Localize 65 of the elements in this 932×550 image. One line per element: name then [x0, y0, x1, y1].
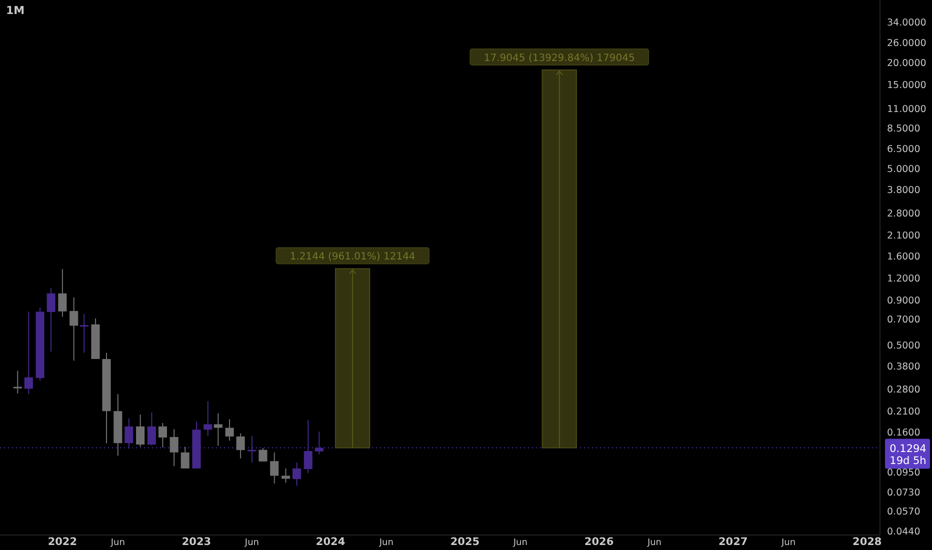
candlestick	[314, 431, 324, 455]
x-tick-label: 2022	[48, 536, 78, 548]
candlestick	[46, 288, 56, 352]
x-tick-label: Jun	[646, 538, 662, 548]
x-tick-label: Jun	[512, 538, 528, 548]
x-tick-label: 2026	[584, 536, 614, 548]
y-tick-label: 11.0000	[887, 104, 926, 115]
x-tick-label: Jun	[244, 538, 259, 548]
candlestick	[147, 412, 156, 446]
candlestick	[180, 446, 190, 469]
x-tick-label: 2023	[182, 536, 212, 548]
y-tick-label: 15.0000	[887, 80, 926, 92]
y-tick-label: 34.0000	[887, 17, 926, 28]
y-tick-label: 2.8000	[887, 208, 920, 220]
candlestick	[236, 432, 245, 459]
x-tick-label: 2025	[450, 536, 480, 548]
y-tick-label: 0.0730	[887, 488, 920, 499]
data-label: 1.2144 (961.01%) 12144	[290, 252, 416, 263]
x-tick-label: 2024	[316, 536, 346, 548]
candlestick	[258, 448, 268, 462]
y-tick-label: 8.5000	[887, 124, 920, 135]
chart-title: 1M	[6, 4, 25, 17]
candlestick	[13, 370, 22, 394]
candlestick	[204, 400, 212, 436]
candlestick	[70, 296, 78, 362]
x-tick-label: 2027	[718, 536, 748, 548]
ref-line-label: 0.1294	[890, 442, 927, 455]
y-tick-label: 20.0000	[887, 58, 926, 70]
y-tick-label: 0.3800	[887, 361, 920, 372]
candlestick	[214, 412, 222, 446]
candlestick	[292, 462, 302, 486]
candlestick	[58, 268, 67, 318]
y-tick-label: 0.0950	[887, 467, 920, 478]
data-label: 17.9045 (13929.84%) 179045	[484, 52, 635, 64]
y-tick-label: 0.0440	[887, 526, 920, 538]
y-tick-label: 0.5000	[887, 340, 920, 352]
candlestick	[158, 422, 167, 448]
candlestick	[304, 420, 312, 474]
candlestick	[124, 418, 134, 450]
y-tick-label: 5.0000	[887, 164, 920, 176]
x-tick-label: Jun	[780, 538, 796, 548]
candlestick	[80, 314, 88, 354]
candlestick	[281, 468, 290, 484]
x-tick-label: Jun	[378, 538, 394, 548]
y-tick-label: 0.0570	[887, 506, 920, 518]
x-tick-label: 2028	[852, 536, 882, 548]
y-tick-label: 0.9000	[887, 295, 920, 306]
y-tick-label: 0.2800	[887, 384, 920, 396]
y-tick-label: 0.1600	[887, 428, 920, 439]
y-tick-label: 0.7000	[887, 314, 920, 326]
y-tick-label: 26.0000	[887, 38, 926, 49]
text: 19d 5h	[890, 454, 926, 467]
y-tick-label: 3.8000	[887, 185, 920, 196]
candlestick	[170, 428, 178, 467]
candlestick	[225, 418, 234, 442]
y-tick-label: 0.2100	[887, 406, 920, 418]
y-tick-label: 1.6000	[887, 251, 920, 262]
y-tick-label: 1.2000	[887, 273, 920, 284]
candlestick	[270, 452, 279, 484]
y-tick-label: 6.5000	[887, 144, 920, 156]
x-tick-label: Jun	[110, 538, 125, 548]
candlestick	[24, 311, 33, 395]
y-tick-label: 2.1000	[887, 230, 920, 242]
candlestick	[248, 435, 256, 463]
candlestick	[136, 414, 145, 448]
